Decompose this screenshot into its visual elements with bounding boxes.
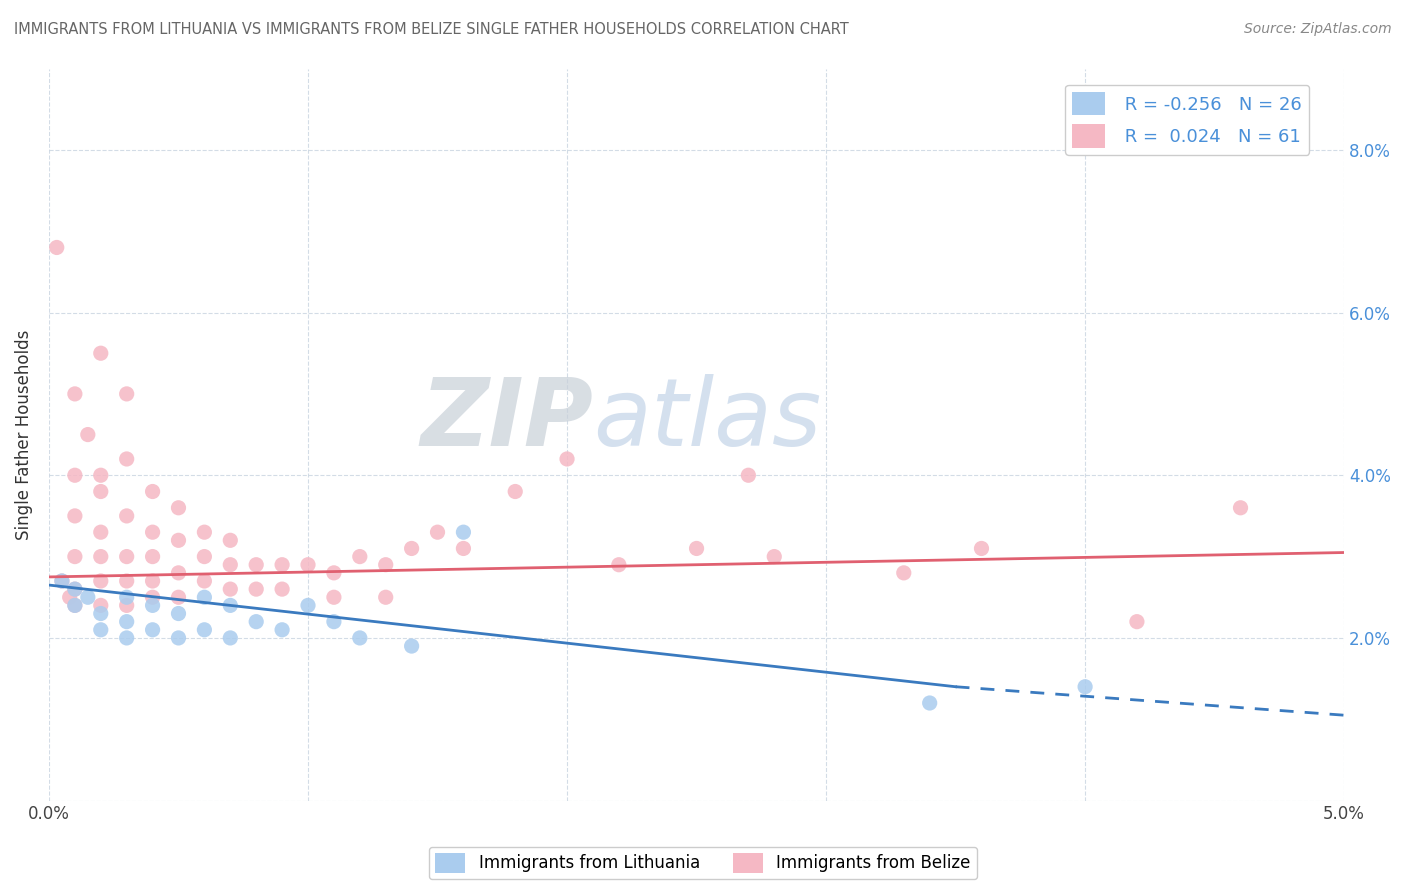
Point [142, 591, 165, 605]
Point [90, 346, 112, 360]
Point [193, 574, 215, 588]
Point [219, 599, 242, 613]
Point [737, 468, 759, 483]
Point [918, 696, 941, 710]
Point [115, 452, 138, 467]
Point [115, 387, 138, 401]
Point [893, 566, 915, 580]
Point [1229, 500, 1251, 515]
Point [763, 549, 786, 564]
Text: Source: ZipAtlas.com: Source: ZipAtlas.com [1244, 22, 1392, 37]
Point [219, 533, 242, 548]
Point [90, 607, 112, 621]
Point [193, 525, 215, 540]
Point [90, 623, 112, 637]
Point [322, 566, 344, 580]
Point [322, 615, 344, 629]
Point [90, 484, 112, 499]
Point [90, 574, 112, 588]
Point [142, 623, 165, 637]
Point [51, 574, 73, 588]
Point [115, 508, 138, 523]
Text: ZIP: ZIP [420, 374, 593, 466]
Point [219, 582, 242, 596]
Point [555, 452, 578, 467]
Point [271, 623, 294, 637]
Point [401, 639, 423, 653]
Point [1126, 615, 1149, 629]
Point [453, 525, 475, 540]
Point [63, 549, 86, 564]
Point [453, 541, 475, 556]
Point [401, 541, 423, 556]
Point [245, 582, 267, 596]
Point [142, 599, 165, 613]
Point [322, 591, 344, 605]
Point [115, 549, 138, 564]
Point [297, 558, 319, 572]
Point [59, 591, 82, 605]
Point [193, 549, 215, 564]
Point [245, 558, 267, 572]
Point [167, 591, 190, 605]
Point [167, 566, 190, 580]
Point [142, 525, 165, 540]
Point [90, 468, 112, 483]
Point [685, 541, 707, 556]
Point [297, 599, 319, 613]
Point [970, 541, 993, 556]
Point [219, 558, 242, 572]
Point [1074, 680, 1097, 694]
Point [90, 599, 112, 613]
Point [167, 631, 190, 645]
Point [63, 599, 86, 613]
Point [607, 558, 630, 572]
Point [63, 508, 86, 523]
Point [142, 484, 165, 499]
Point [374, 558, 396, 572]
Text: atlas: atlas [593, 375, 821, 466]
Text: IMMIGRANTS FROM LITHUANIA VS IMMIGRANTS FROM BELIZE SINGLE FATHER HOUSEHOLDS COR: IMMIGRANTS FROM LITHUANIA VS IMMIGRANTS … [14, 22, 849, 37]
Point [142, 574, 165, 588]
Point [167, 533, 190, 548]
Point [167, 607, 190, 621]
Point [115, 615, 138, 629]
Point [115, 631, 138, 645]
Point [503, 484, 526, 499]
Point [271, 582, 294, 596]
Point [90, 525, 112, 540]
Point [245, 615, 267, 629]
Point [115, 599, 138, 613]
Point [76, 427, 98, 442]
Point [63, 582, 86, 596]
Point [63, 582, 86, 596]
Point [193, 623, 215, 637]
Point [193, 591, 215, 605]
Legend:  R = -0.256   N = 26,  R =  0.024   N = 61: R = -0.256 N = 26, R = 0.024 N = 61 [1066, 85, 1309, 154]
Point [142, 549, 165, 564]
Point [115, 591, 138, 605]
Point [63, 468, 86, 483]
Point [167, 500, 190, 515]
Point [51, 574, 73, 588]
Point [63, 599, 86, 613]
Point [374, 591, 396, 605]
Point [45, 240, 67, 254]
Point [426, 525, 449, 540]
Legend: Immigrants from Lithuania, Immigrants from Belize: Immigrants from Lithuania, Immigrants fr… [429, 847, 977, 880]
Point [115, 574, 138, 588]
Y-axis label: Single Father Households: Single Father Households [15, 329, 32, 540]
Point [349, 549, 371, 564]
Point [219, 631, 242, 645]
Point [63, 387, 86, 401]
Point [76, 591, 98, 605]
Point [90, 549, 112, 564]
Point [271, 558, 294, 572]
Point [349, 631, 371, 645]
